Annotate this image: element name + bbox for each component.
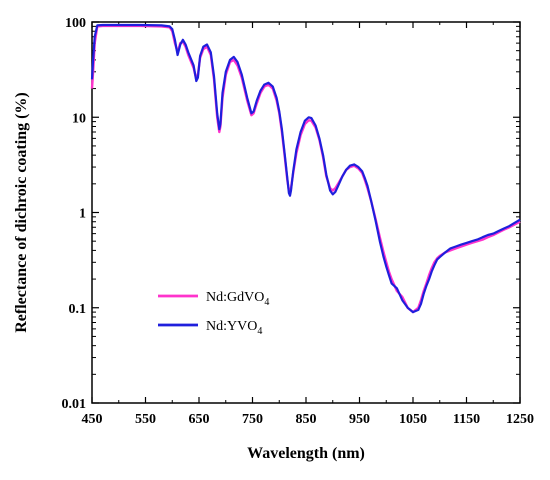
y-axis-ticks: 0.01 0.1 1 10 100 [62, 16, 520, 412]
x-tick-label: 550 [135, 412, 156, 427]
x-tick-label: 950 [349, 412, 370, 427]
x-tick-label: 750 [242, 412, 263, 427]
y-tick-label: 10 [72, 111, 86, 126]
x-tick-label: 1250 [506, 412, 534, 427]
legend-label-main: Nd:GdVO [206, 290, 264, 305]
x-axis-ticks: 450 550 650 750 850 950 1050 1150 1250 [82, 22, 534, 427]
legend-label-0: Nd:GdVO4 [206, 290, 269, 308]
x-tick-label: 850 [296, 412, 317, 427]
series-line-1 [90, 23, 521, 314]
series-line-0 [90, 24, 521, 314]
plot-border [91, 21, 521, 404]
x-axis-label: Wavelength (nm) [247, 445, 365, 462]
plot-frame [91, 21, 521, 404]
legend-label-main: Nd:YVO [206, 319, 257, 334]
x-tick-label: 650 [189, 412, 210, 427]
y-tick-label: 1 [79, 207, 86, 222]
y-tick-label: 0.1 [69, 302, 87, 317]
x-tick-label: 1050 [399, 412, 427, 427]
legend-label-1: Nd:YVO4 [206, 319, 262, 337]
x-tick-label: 1150 [453, 412, 480, 427]
y-tick-label: 100 [65, 16, 86, 31]
y-tick-label: 0.01 [62, 397, 87, 412]
legend-label-subscript: 4 [257, 326, 262, 337]
y-axis-label: Reflectance of dichroic coating (%) [13, 92, 30, 333]
legend-label-subscript: 4 [264, 297, 269, 308]
series-layer [90, 23, 521, 314]
x-tick-label: 450 [82, 412, 103, 427]
